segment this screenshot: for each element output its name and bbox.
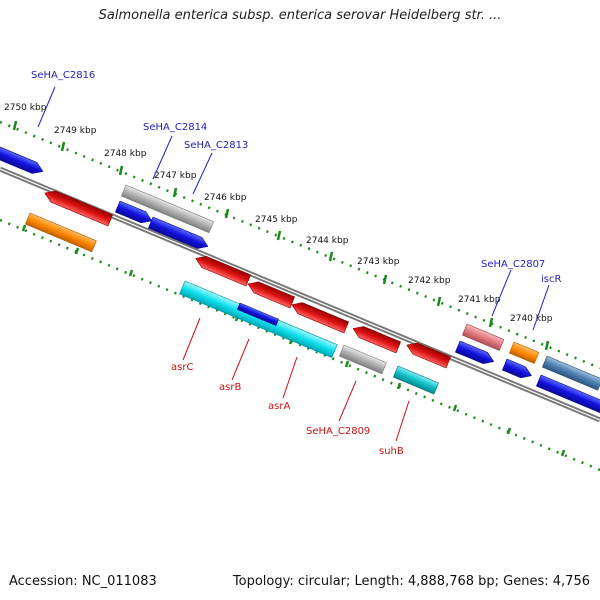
gene-box-steel[interactable] xyxy=(542,355,600,391)
label-asrc: asrC xyxy=(171,362,193,373)
tick-label-2742: 2742 kbp xyxy=(408,276,451,286)
accession-label: Accession: NC_011083 xyxy=(9,574,157,589)
gene-box-orange-left[interactable] xyxy=(25,212,97,253)
gene-box-grey-upper[interactable] xyxy=(121,184,214,234)
gene-box-blue-overlay[interactable] xyxy=(237,302,279,326)
tick-label-2750: 2750 kbp xyxy=(4,103,47,113)
major-ticks xyxy=(12,120,550,351)
tick-label-2741: 2741 kbp xyxy=(458,295,501,305)
label-iscr: iscR xyxy=(541,274,561,285)
gene-arrow-asra[interactable] xyxy=(290,299,349,334)
bottom-gene-labels: asrC asrB asrA SeHA_C2809 suhB xyxy=(171,317,410,457)
scale-labels: 2750 kbp 2749 kbp 2748 kbp 2747 kbp 2746… xyxy=(4,103,553,324)
gene-arrow-asrb[interactable] xyxy=(246,278,295,309)
label-sehac2813: SeHA_C2813 xyxy=(184,140,248,151)
map-title: Salmonella enterica subsp. enterica sero… xyxy=(98,8,502,23)
leader-asrc xyxy=(182,317,201,361)
inner-scale-track xyxy=(0,218,600,472)
label-asra: asrA xyxy=(268,401,290,412)
leader-sehac2813 xyxy=(192,152,213,195)
gene-arrow-sehac2816[interactable] xyxy=(0,145,45,177)
gene-arrow-blue-edge[interactable] xyxy=(536,374,600,414)
inner-ticks xyxy=(21,224,566,457)
genome-summary-label: Topology: circular; Length: 4,888,768 bp… xyxy=(232,574,590,589)
leader-asra xyxy=(282,356,298,399)
label-asrb: asrB xyxy=(219,382,241,393)
gene-arrow-iscr[interactable] xyxy=(502,358,533,381)
gene-arrow-blue-2741[interactable] xyxy=(455,340,496,367)
tick-label-2740: 2740 kbp xyxy=(510,314,553,324)
label-suhb: suhB xyxy=(379,446,404,457)
gene-arrow-suhb[interactable] xyxy=(404,340,451,369)
tick-label-2745: 2745 kbp xyxy=(255,215,298,225)
leader-suhb xyxy=(395,400,410,442)
leader-sehac2816 xyxy=(37,86,56,128)
tick-label-2749: 2749 kbp xyxy=(54,126,97,136)
gene-box-grey-lower[interactable] xyxy=(339,344,387,375)
leader-iscr xyxy=(532,284,550,331)
leader-sehac2809 xyxy=(338,380,357,422)
gene-box-pink[interactable] xyxy=(462,323,505,351)
label-sehac2814: SeHA_C2814 xyxy=(143,122,207,133)
leader-sehac2807 xyxy=(491,269,512,317)
top-gene-labels: SeHA_C2816 SeHA_C2814 SeHA_C2813 SeHA_C2… xyxy=(31,70,561,331)
tick-label-2744: 2744 kbp xyxy=(306,236,349,246)
tick-label-2748: 2748 kbp xyxy=(104,149,147,159)
gene-box-orange-right[interactable] xyxy=(509,341,540,364)
leader-sehac2814 xyxy=(152,135,173,180)
gene-arrow-asrc[interactable] xyxy=(193,253,251,287)
gene-arrow-sehac2813[interactable] xyxy=(148,216,210,252)
features xyxy=(0,145,600,414)
tick-label-2743: 2743 kbp xyxy=(357,257,400,267)
gene-box-teal-suhb[interactable] xyxy=(393,365,439,395)
label-sehac2809: SeHA_C2809 xyxy=(306,426,370,437)
gene-arrow-red-left[interactable] xyxy=(42,188,113,227)
gene-arrow-sehac2814[interactable] xyxy=(115,200,154,226)
label-sehac2816: SeHA_C2816 xyxy=(31,70,95,81)
tick-label-2746: 2746 kbp xyxy=(204,193,247,203)
label-sehac2807: SeHA_C2807 xyxy=(481,259,545,270)
gene-arrow-sehac2809[interactable] xyxy=(351,323,401,354)
tick-label-2747: 2747 kbp xyxy=(154,171,197,181)
outer-scale-track xyxy=(0,120,600,370)
leader-asrb xyxy=(231,338,250,381)
